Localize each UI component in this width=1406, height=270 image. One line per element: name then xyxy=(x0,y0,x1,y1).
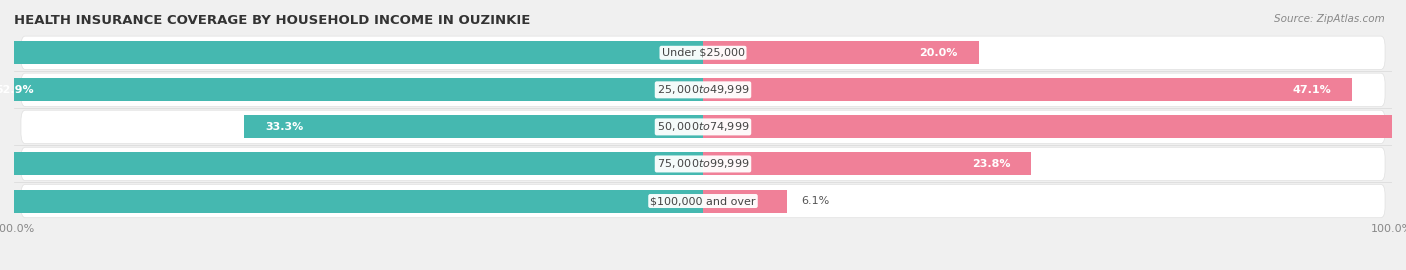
Text: 6.1%: 6.1% xyxy=(801,196,830,206)
Bar xyxy=(703,190,787,212)
Text: $50,000 to $74,999: $50,000 to $74,999 xyxy=(657,120,749,133)
Text: 47.1%: 47.1% xyxy=(1292,85,1331,95)
Text: HEALTH INSURANCE COVERAGE BY HOUSEHOLD INCOME IN OUZINKIE: HEALTH INSURANCE COVERAGE BY HOUSEHOLD I… xyxy=(14,14,530,27)
FancyBboxPatch shape xyxy=(21,36,1385,69)
Bar xyxy=(703,41,979,64)
Text: Under $25,000: Under $25,000 xyxy=(661,48,745,58)
FancyBboxPatch shape xyxy=(21,110,1385,144)
Bar xyxy=(703,115,1406,139)
Bar xyxy=(245,115,703,139)
Text: 23.8%: 23.8% xyxy=(972,159,1011,169)
Bar xyxy=(0,153,703,176)
Text: 33.3%: 33.3% xyxy=(264,122,304,132)
Bar xyxy=(0,190,703,212)
Text: $75,000 to $99,999: $75,000 to $99,999 xyxy=(657,157,749,170)
Text: 20.0%: 20.0% xyxy=(920,48,957,58)
Text: 52.9%: 52.9% xyxy=(0,85,34,95)
Text: $25,000 to $49,999: $25,000 to $49,999 xyxy=(657,83,749,96)
FancyBboxPatch shape xyxy=(21,73,1385,107)
FancyBboxPatch shape xyxy=(21,184,1385,218)
Bar xyxy=(703,153,1031,176)
Bar xyxy=(0,78,703,101)
Bar xyxy=(703,78,1353,101)
FancyBboxPatch shape xyxy=(21,147,1385,181)
Bar xyxy=(0,41,703,64)
Text: Source: ZipAtlas.com: Source: ZipAtlas.com xyxy=(1274,14,1385,23)
Text: $100,000 and over: $100,000 and over xyxy=(650,196,756,206)
